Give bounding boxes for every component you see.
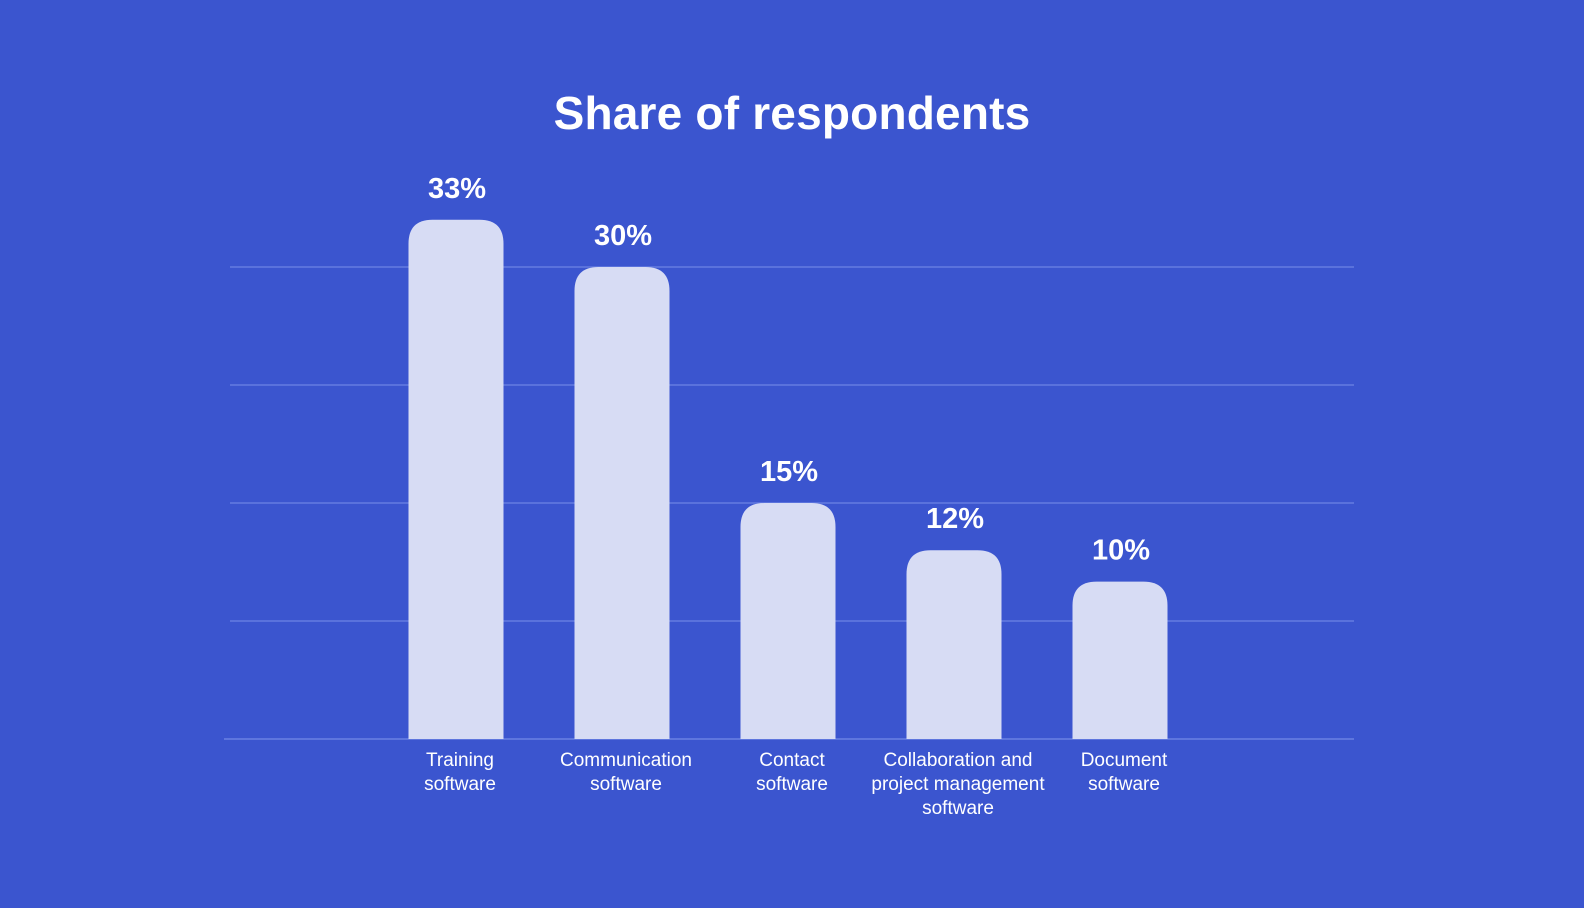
x-tick-label: Document [1081, 750, 1168, 771]
chart-title: Share of respondents [553, 87, 1031, 139]
x-tick-label: Communication [560, 750, 692, 771]
data-label: 12% [926, 503, 984, 535]
x-tick-label: Training [426, 750, 494, 771]
category-labels: Training software Communication software Con… [424, 750, 1168, 819]
x-tick-label: project management [871, 774, 1045, 795]
x-tick-label: Collaboration and [884, 750, 1033, 771]
x-tick-label: software [756, 774, 828, 795]
data-label: 30% [594, 220, 652, 252]
data-label: 10% [1092, 535, 1150, 567]
bars [408, 219, 1168, 740]
data-label: 15% [760, 456, 818, 488]
value-labels: 33% 30% 15% 12% 10% [428, 173, 1150, 567]
bar [408, 219, 504, 740]
x-tick-label: software [1088, 774, 1160, 795]
bar [574, 267, 670, 739]
x-tick-label: software [590, 774, 662, 795]
bar [1072, 581, 1168, 739]
x-tick-label: Contact [759, 750, 825, 771]
x-tick-label: software [922, 798, 994, 819]
data-label: 33% [428, 173, 486, 205]
bar [906, 550, 1002, 739]
x-tick-label: software [424, 774, 496, 795]
bar [740, 503, 836, 739]
